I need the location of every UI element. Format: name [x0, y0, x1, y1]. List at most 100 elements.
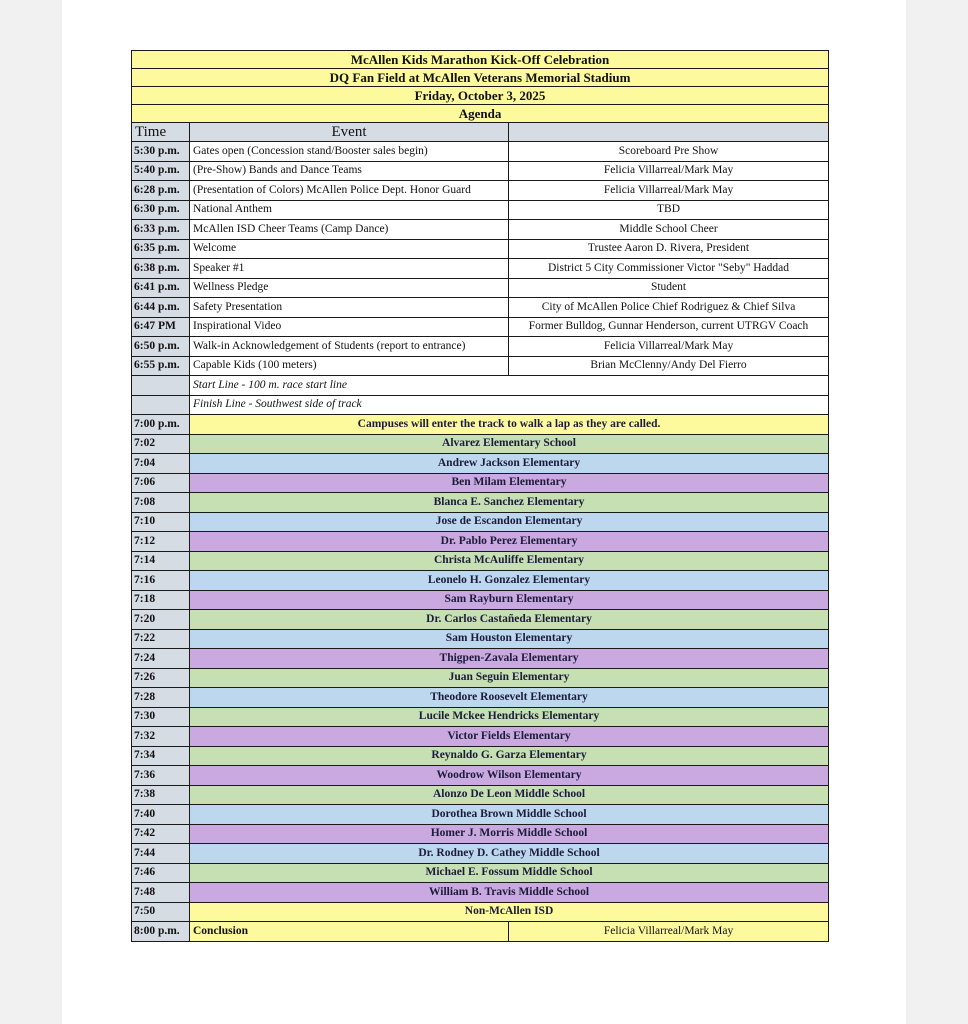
event-cell: (Pre-Show) Bands and Dance Teams — [189, 160, 509, 181]
event-cell: Walk-in Acknowledgement of Students (rep… — [189, 336, 509, 357]
time-cell: 7:12 — [131, 531, 190, 552]
time-cell: 6:44 p.m. — [131, 297, 190, 318]
campus-row: 7:48 William B. Travis Middle School — [131, 882, 830, 903]
campus-row: 7:38 Alonzo De Leon Middle School — [131, 784, 830, 805]
time-cell: 6:41 p.m. — [131, 277, 190, 298]
time-cell: 7:18 — [131, 589, 190, 610]
agenda-row: 6:47 PM Inspirational Video Former Bulldog… — [131, 316, 830, 337]
time-cell: 7:16 — [131, 570, 190, 591]
time-cell: 7:26 — [131, 667, 190, 688]
agenda-row: 5:30 p.m. Gates open (Concession stand/Bo… — [131, 141, 830, 162]
campus-row: 7:08 Blanca E. Sanchez Elementary — [131, 492, 830, 513]
agenda-row: 6:28 p.m. (Presentation of Colors) McAlle… — [131, 180, 830, 201]
campus-name-cell: William B. Travis Middle School — [188, 882, 830, 903]
campus-name-cell: Leonelo H. Gonzalez Elementary — [188, 570, 830, 591]
time-cell: 6:47 PM — [131, 316, 190, 337]
time-cell: 6:55 p.m. — [131, 355, 190, 376]
time-cell: 7:08 — [131, 492, 190, 513]
time-cell: 7:28 — [131, 687, 190, 708]
event-cell: Welcome — [189, 238, 509, 259]
time-cell: 7:22 — [131, 628, 190, 649]
note-row: Start Line - 100 m. race start line — [131, 375, 830, 396]
campus-name-cell: Non-McAllen ISD — [188, 901, 830, 922]
campus-row: 7:28 Theodore Roosevelt Elementary — [131, 687, 830, 708]
agenda-row: 6:50 p.m. Walk-in Acknowledgement of Stud… — [131, 336, 830, 357]
time-cell: 6:38 p.m. — [131, 258, 190, 279]
campus-row: 7:24 Thigpen-Zavala Elementary — [131, 648, 830, 669]
agenda-row: 6:33 p.m. McAllen ISD Cheer Teams (Camp D… — [131, 219, 830, 240]
campus-intro-cell: Campuses will enter the track to walk a … — [188, 414, 830, 435]
presenter-cell: Scoreboard Pre Show — [507, 141, 830, 162]
campus-name-cell: Victor Fields Elementary — [188, 726, 830, 747]
time-cell: 7:44 — [131, 843, 190, 864]
presenter-cell: Felicia Villarreal/Mark May — [507, 921, 830, 942]
time-cell — [131, 394, 190, 415]
time-cell: 7:46 — [131, 862, 190, 883]
time-cell: 6:33 p.m. — [131, 219, 190, 240]
campus-row: 7:04 Andrew Jackson Elementary — [131, 453, 830, 474]
agenda-row: 5:40 p.m. (Pre-Show) Bands and Dance Team… — [131, 160, 830, 181]
time-cell: 6:28 p.m. — [131, 180, 190, 201]
campus-name-cell: Sam Rayburn Elementary — [188, 589, 830, 610]
presenter-cell: Felicia Villarreal/Mark May — [507, 160, 830, 181]
time-cell: 8:00 p.m. — [131, 921, 190, 942]
event-cell: Capable Kids (100 meters) — [189, 355, 509, 376]
time-cell: 7:06 — [131, 472, 190, 493]
event-cell: Speaker #1 — [189, 258, 509, 279]
campus-row: 7:44 Dr. Rodney D. Cathey Middle School — [131, 843, 830, 864]
time-cell: 7:40 — [131, 804, 190, 825]
campus-name-cell: Michael E. Fossum Middle School — [188, 862, 830, 883]
note-row: Finish Line - Southwest side of track — [131, 394, 830, 415]
column-header-presenter — [507, 122, 830, 142]
campus-name-cell: Homer J. Morris Middle School — [188, 823, 830, 844]
time-cell: 7:32 — [131, 726, 190, 747]
presenter-cell: Former Bulldog, Gunnar Henderson, curren… — [507, 316, 830, 337]
agenda-table: McAllen Kids Marathon Kick-Off Celebrati… — [130, 50, 830, 942]
time-cell: 7:24 — [131, 648, 190, 669]
presenter-cell: Felicia Villarreal/Mark May — [507, 180, 830, 201]
presenter-cell: Brian McClenny/Andy Del Fierro — [507, 355, 830, 376]
campus-name-cell: Alvarez Elementary School — [188, 433, 830, 454]
agenda-row: 6:35 p.m. Welcome Trustee Aaron D. Rivera,… — [131, 238, 830, 259]
campus-row: 7:26 Juan Seguin Elementary — [131, 667, 830, 688]
campus-name-cell: Dr. Rodney D. Cathey Middle School — [188, 843, 830, 864]
campus-row: 7:36 Woodrow Wilson Elementary — [131, 765, 830, 786]
campus-name-cell: Andrew Jackson Elementary — [188, 453, 830, 474]
campus-row: 7:34 Reynaldo G. Garza Elementary — [131, 745, 830, 766]
agenda-row: 6:38 p.m. Speaker #1 District 5 City Commi… — [131, 258, 830, 279]
column-header-event: Event — [189, 122, 509, 142]
presenter-cell: City of McAllen Police Chief Rodriguez &… — [507, 297, 830, 318]
campus-row: 7:20 Dr. Carlos Castañeda Elementary — [131, 609, 830, 630]
presenter-cell: District 5 City Commissioner Victor "Seb… — [507, 258, 830, 279]
event-cell: McAllen ISD Cheer Teams (Camp Dance) — [189, 219, 509, 240]
time-cell: 7:00 p.m. — [131, 414, 190, 435]
time-cell: 6:30 p.m. — [131, 199, 190, 220]
presenter-cell: Trustee Aaron D. Rivera, President — [507, 238, 830, 259]
note-cell: Finish Line - Southwest side of track — [188, 394, 830, 415]
conclusion-row: 8:00 p.m. Conclusion Felicia Villarreal/Ma… — [131, 921, 830, 942]
campus-row: 7:32 Victor Fields Elementary — [131, 726, 830, 747]
event-title: McAllen Kids Marathon Kick-Off Celebrati… — [130, 50, 830, 69]
time-cell: 5:40 p.m. — [131, 160, 190, 181]
campus-row: 7:18 Sam Rayburn Elementary — [131, 589, 830, 610]
campus-name-cell: Woodrow Wilson Elementary — [188, 765, 830, 786]
event-cell: (Presentation of Colors) McAllen Police … — [189, 180, 509, 201]
campus-row: 7:06 Ben Milam Elementary — [131, 472, 830, 493]
campus-row: 7:22 Sam Houston Elementary — [131, 628, 830, 649]
campus-name-cell: Dorothea Brown Middle School — [188, 804, 830, 825]
event-cell: Safety Presentation — [189, 297, 509, 318]
campus-intro-row: 7:00 p.m. Campuses will enter the track t… — [131, 414, 830, 435]
time-cell: 7:42 — [131, 823, 190, 844]
campus-name-cell: Lucile Mckee Hendricks Elementary — [188, 706, 830, 727]
time-cell: 7:14 — [131, 550, 190, 571]
campus-row: 7:46 Michael E. Fossum Middle School — [131, 862, 830, 883]
campus-row: 7:10 Jose de Escandon Elementary — [131, 511, 830, 532]
campus-name-cell: Christa McAuliffe Elementary — [188, 550, 830, 571]
campus-name-cell: Dr. Carlos Castañeda Elementary — [188, 609, 830, 630]
time-cell: 6:50 p.m. — [131, 336, 190, 357]
time-cell: 7:04 — [131, 453, 190, 474]
campus-row: 7:14 Christa McAuliffe Elementary — [131, 550, 830, 571]
event-cell: Inspirational Video — [189, 316, 509, 337]
campus-row: 7:42 Homer J. Morris Middle School — [131, 823, 830, 844]
time-cell: 7:50 — [131, 901, 190, 922]
